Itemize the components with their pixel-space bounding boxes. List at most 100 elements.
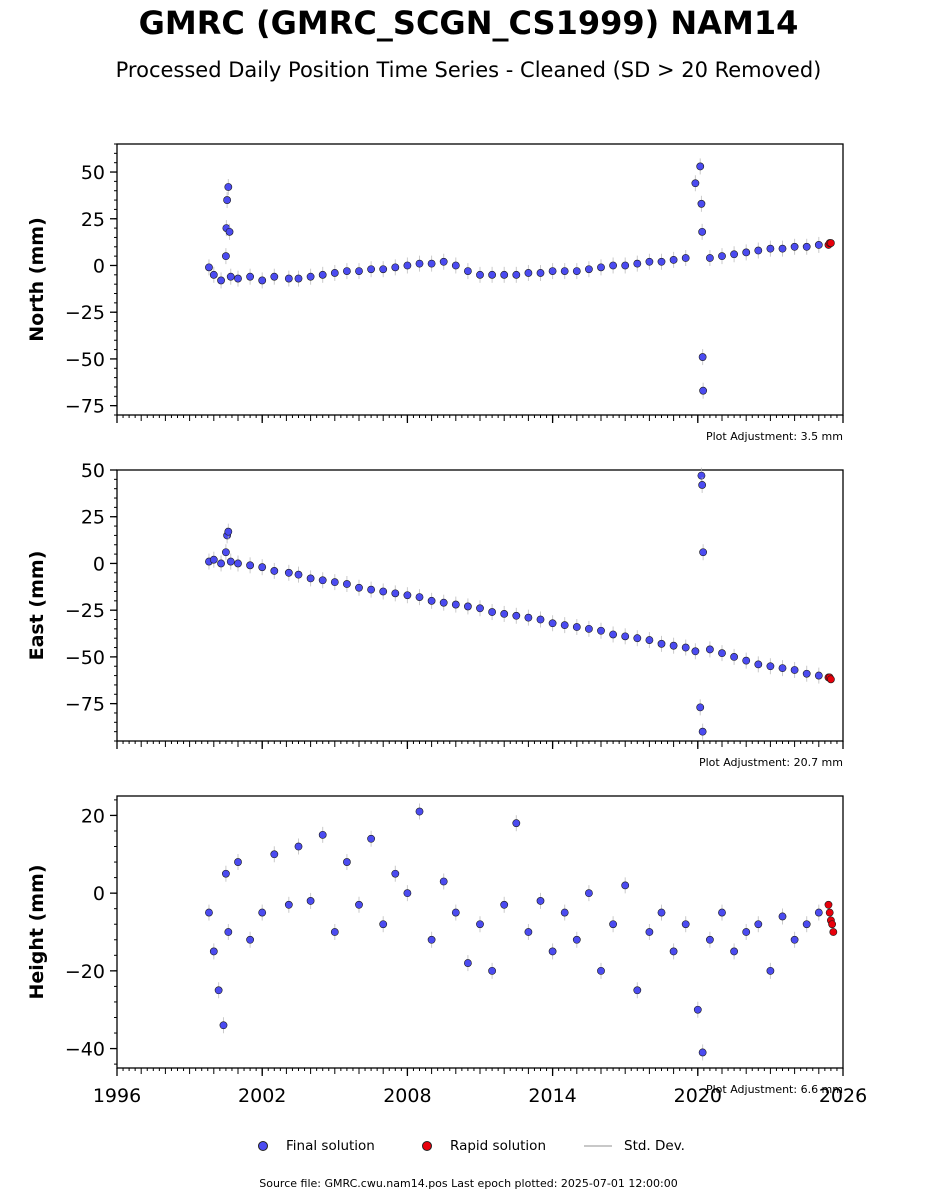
data-point-final — [698, 1048, 707, 1057]
data-point-final — [224, 527, 233, 536]
data-point-final — [284, 900, 293, 909]
series-rapid-solution — [824, 673, 835, 684]
y-axis-label: Height (mm) — [26, 864, 48, 999]
data-point-final — [451, 600, 460, 609]
data-point-final — [451, 908, 460, 917]
data-point-final — [258, 563, 267, 572]
source-note: Source file: GMRC.cwu.nam14.pos Last epo… — [259, 1177, 678, 1190]
data-point-final — [524, 928, 533, 936]
data-point-final — [698, 353, 707, 361]
data-point-final — [560, 908, 569, 917]
y-tick-label: −40 — [65, 1039, 105, 1061]
data-point-final — [657, 639, 666, 648]
data-point-final — [318, 830, 327, 839]
data-point-final — [609, 261, 617, 270]
data-point-rapid — [824, 900, 833, 909]
data-point-final — [790, 242, 799, 251]
x-tick-label: 2008 — [383, 1085, 431, 1107]
data-point-final — [802, 920, 811, 929]
data-point-final — [234, 274, 242, 283]
data-point-final — [548, 619, 557, 628]
data-point-final — [209, 270, 218, 279]
y-tick-label: 20 — [81, 805, 105, 827]
x-tick-label: 2026 — [819, 1085, 867, 1107]
chart-title: GMRC (GMRC_SCGN_CS1999) NAM14 — [138, 4, 799, 42]
data-point-final — [681, 920, 690, 929]
data-point-final — [524, 269, 533, 277]
data-point-final — [814, 908, 823, 917]
data-point-final — [730, 652, 738, 661]
data-point-final — [294, 570, 303, 579]
data-point-final — [367, 834, 375, 843]
data-point-final — [706, 935, 714, 944]
data-point-final — [427, 259, 436, 268]
data-point-final — [790, 666, 799, 674]
data-point-final — [681, 643, 690, 652]
panel-east: 50 25 0 −25 −50 −75 East (mm) Plot Adjustment: … — [26, 460, 844, 769]
legend-line-stddev — [584, 1145, 612, 1147]
data-point-final — [500, 610, 509, 618]
y-tick-label: 0 — [93, 883, 105, 905]
data-point-final — [742, 656, 751, 665]
data-point-final — [698, 227, 707, 236]
data-point-final — [560, 267, 569, 275]
data-point-final — [427, 935, 436, 944]
data-point-final — [318, 270, 327, 279]
data-point-final — [205, 263, 213, 272]
x-tick-label: 2002 — [238, 1085, 286, 1107]
data-point-final — [621, 632, 630, 641]
chart-subtitle: Processed Daily Position Time Series - C… — [115, 58, 822, 82]
data-point-final — [572, 623, 581, 631]
data-point-final — [209, 555, 218, 564]
data-point-final — [698, 481, 707, 489]
y-tick-label: −75 — [65, 694, 105, 716]
data-point-final — [585, 265, 593, 274]
data-point-final — [217, 276, 225, 285]
data-point-final — [488, 608, 496, 616]
data-point-final — [379, 587, 388, 596]
data-point-final — [754, 246, 763, 255]
data-point-final — [270, 567, 279, 575]
data-point-final — [367, 265, 375, 274]
data-point-final — [488, 966, 496, 975]
data-point-final — [224, 183, 233, 191]
data-point-final — [778, 244, 787, 253]
y-tick-label: −25 — [65, 600, 105, 622]
data-point-final — [597, 966, 605, 975]
data-point-final — [696, 703, 705, 712]
data-point-final — [669, 255, 678, 264]
data-point-final — [609, 920, 617, 929]
data-point-final — [699, 548, 708, 557]
data-point-final — [306, 897, 315, 905]
data-point-final — [814, 671, 823, 680]
data-point-final — [706, 645, 714, 654]
data-point-final — [226, 272, 235, 281]
data-point-final — [621, 261, 630, 270]
legend-marker-final — [258, 1141, 268, 1151]
data-point-final — [766, 966, 775, 975]
data-point-final — [330, 928, 339, 936]
data-point-rapid — [827, 675, 835, 684]
data-point-final — [246, 935, 254, 944]
data-point-final — [391, 263, 400, 272]
data-point-final — [645, 928, 654, 936]
data-point-final — [548, 947, 557, 956]
data-point-final — [439, 598, 448, 607]
y-tick-label: 50 — [81, 460, 105, 482]
data-point-final — [681, 254, 690, 262]
series-rapid-solution — [824, 239, 835, 249]
data-point-final — [415, 259, 424, 268]
data-point-final — [330, 269, 339, 277]
panel-height: 1996 2002 2008 2014 2020 2026 20 0 −20 −40 Height … — [26, 795, 867, 1107]
data-point-final — [205, 908, 213, 917]
data-point-final — [427, 596, 436, 605]
data-point-final — [270, 272, 279, 281]
data-point-final — [234, 559, 242, 568]
data-point-final — [224, 928, 233, 936]
data-point-rapid — [828, 920, 837, 929]
data-point-final — [718, 649, 726, 658]
data-point-final — [342, 267, 351, 275]
data-point-final — [633, 259, 642, 268]
data-point-final — [633, 986, 642, 995]
